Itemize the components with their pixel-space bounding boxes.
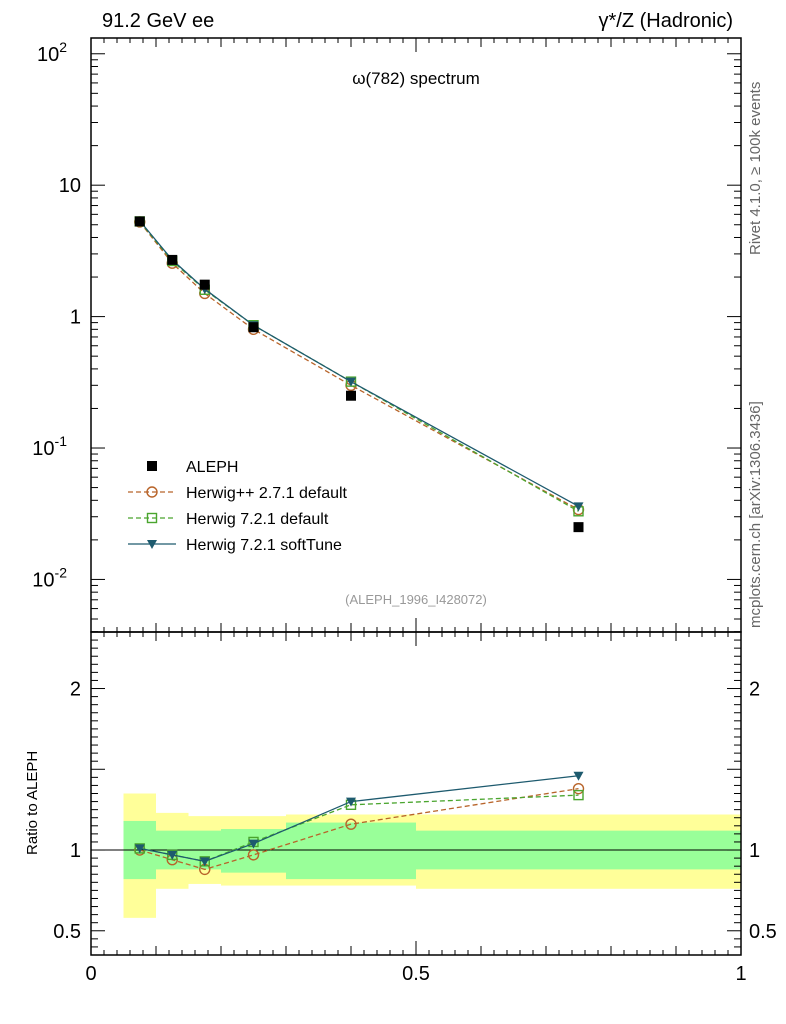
triangle-marker — [346, 377, 356, 387]
main-y-tick-label: 10-1 — [32, 433, 67, 460]
header-right: γ*/Z (Hadronic) — [599, 10, 733, 32]
ratio-plot-frame — [90, 631, 742, 956]
header-left: 91.2 GeV ee — [102, 10, 214, 32]
circle-marker — [146, 486, 158, 498]
ratio-y-tick-label-left: 0.5 — [53, 921, 81, 943]
legend-label: Herwig 7.2.1 softTune — [186, 537, 342, 554]
side-label-bottom: mcplots.cern.ch [arXiv:1306.3436] — [747, 401, 764, 628]
x-tick-label: 0 — [85, 963, 96, 985]
main-y-tick-label: 1 — [70, 307, 81, 329]
legend-label: Herwig 7.2.1 default — [186, 511, 329, 528]
triangle-marker — [134, 844, 145, 854]
series-line — [139, 221, 579, 511]
ratio-uncertainty-bands — [123, 793, 741, 918]
inner-band-bin — [286, 822, 416, 880]
data-series — [134, 216, 585, 876]
axis-ticks — [90, 38, 742, 956]
data-point-marker — [167, 254, 178, 265]
legend-label: Herwig++ 2.7.1 default — [186, 485, 348, 502]
ratio-y-tick-label-left: 1 — [70, 840, 81, 862]
side-label-top: Rivet 4.1.0, ≥ 100k events — [747, 82, 764, 255]
series-line — [139, 220, 579, 507]
series-line — [139, 775, 579, 863]
x-tick-label: 0.5 — [402, 963, 430, 985]
ratio-y-tick-label-right: 1 — [749, 840, 760, 862]
triangle-marker — [199, 857, 210, 867]
square-marker — [573, 789, 584, 801]
ratio-y-tick-label-right: 0.5 — [749, 921, 777, 943]
square-marker — [146, 512, 158, 524]
legend-label: ALEPH — [186, 459, 238, 476]
ratio-y-axis-label: Ratio to ALEPH — [24, 751, 41, 855]
inner-band-bin — [221, 829, 286, 873]
data-point-marker — [248, 322, 259, 333]
triangle-marker — [167, 850, 178, 860]
triangle-marker — [248, 839, 259, 849]
x-tick-label: 1 — [735, 963, 746, 985]
triangle-marker — [346, 797, 356, 807]
main-y-tick-label: 10-2 — [32, 564, 67, 591]
triangle-marker — [573, 771, 584, 781]
plot-frames — [90, 37, 742, 956]
data-point-marker — [147, 461, 157, 471]
circle-marker — [247, 849, 260, 861]
data-point-marker — [134, 216, 145, 227]
analysis-watermark: (ALEPH_1996_I428072) — [345, 592, 487, 607]
ratio-y-tick-label-right: 2 — [749, 679, 760, 701]
circle-marker — [345, 818, 357, 830]
data-point-marker — [199, 279, 210, 290]
data-point-marker — [573, 522, 584, 533]
ratio-y-tick-label-left: 2 — [70, 679, 81, 701]
main-y-tick-label: 102 — [37, 39, 67, 66]
circle-marker — [572, 782, 585, 795]
data-point-marker — [346, 390, 356, 401]
legend: ALEPH Herwig++ 2.7.1 default Herwig 7.2.1 … — [128, 459, 348, 554]
plot-title: ω(782) spectrum — [352, 69, 480, 88]
triangle-marker — [573, 502, 584, 512]
text-labels: 91.2 GeV ee γ*/Z (Hadronic) ω(782) spect… — [24, 10, 777, 985]
main-y-tick-label: 10 — [59, 175, 81, 197]
triangle-marker — [147, 540, 157, 549]
